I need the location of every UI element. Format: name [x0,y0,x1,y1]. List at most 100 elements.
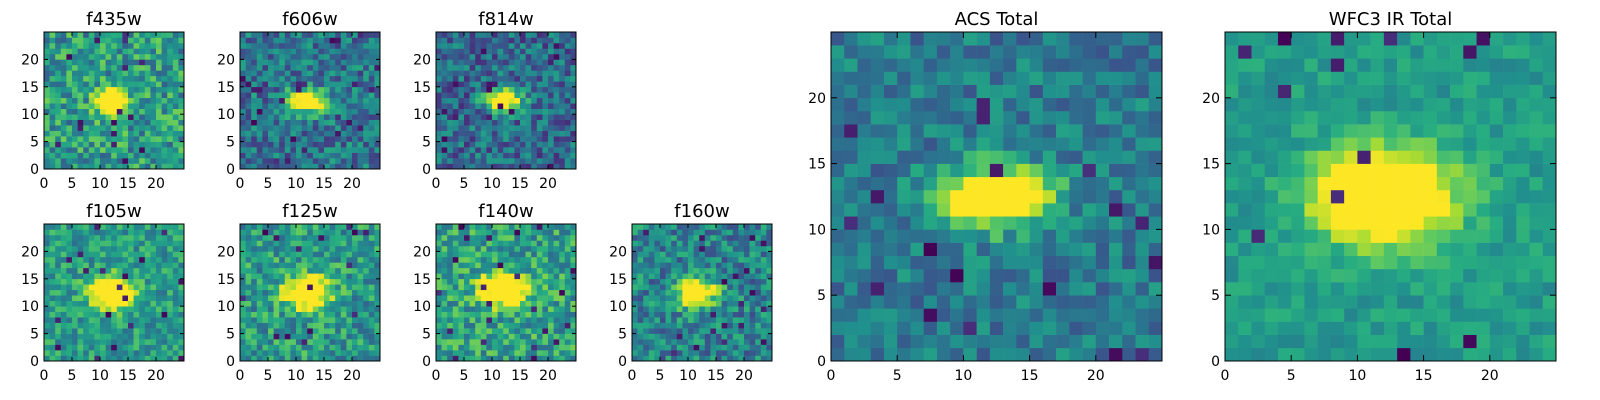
heatmap-cell [564,125,571,131]
heatmap-cell [150,224,157,230]
heatmap-cell [284,108,291,115]
heatmap-cell [699,295,706,302]
x-tick-label: 20 [539,176,557,192]
heatmap-cell [1148,203,1163,217]
heatmap-cell [279,152,286,159]
heatmap-cell [525,114,532,120]
heatmap-cell [486,344,493,351]
y-tick-label: 10 [413,299,431,315]
heatmap-cell [150,97,157,104]
heatmap-cell [296,240,302,247]
heatmap-cell [150,163,157,170]
heatmap-cell [452,278,459,285]
heatmap-cell [508,278,515,285]
heatmap-cell [256,350,263,356]
heatmap-cell [963,229,977,243]
heatmap-cell [637,224,644,230]
heatmap-cell [72,322,78,329]
heatmap-cell [570,224,577,230]
heatmap-cell [1029,216,1044,230]
heatmap-cell [44,86,50,93]
f814w-frame [435,31,577,170]
heatmap-cell [570,42,577,49]
heatmap-cell [570,234,577,241]
heatmap-cell [660,267,666,274]
heatmap-cell [251,344,258,351]
heatmap-cell [374,355,381,362]
heatmap-cell [497,328,504,334]
heatmap-cell [520,136,526,142]
heatmap-cell [693,295,700,302]
heatmap-cell [716,344,722,351]
heatmap-cell [83,273,90,280]
heatmap-cell [732,267,739,274]
heatmap-cell [111,322,118,329]
heatmap-cell [749,262,756,269]
heatmap-cell [710,245,717,252]
heatmap-cell [1003,295,1017,309]
heatmap-cell [357,97,364,104]
heatmap-cell [910,334,924,349]
heatmap-cell [447,355,454,362]
heatmap-cell [307,322,314,329]
heatmap-cell [156,53,162,60]
heatmap-cell [273,147,280,153]
heatmap-cell [553,130,560,137]
heatmap-cell [1148,321,1163,335]
heatmap-cell [844,282,858,296]
heatmap-cell [648,306,655,312]
heatmap-cell [469,300,476,307]
heatmap-cell [284,256,291,263]
heatmap-cell [83,256,90,263]
heatmap-cell [279,70,286,77]
heatmap-cell [665,251,672,258]
heatmap-cell [704,229,711,236]
heatmap-cell [632,289,638,296]
heatmap-cell [88,240,95,247]
heatmap-cell [542,147,549,153]
heatmap-cell [150,344,157,351]
heatmap-cell [83,92,90,99]
heatmap-cell [548,37,554,44]
heatmap-cell [296,256,302,263]
heatmap-cell [699,328,706,334]
heatmap-cell [564,245,571,252]
heatmap-cell [301,70,308,77]
heatmap-cell [105,355,112,362]
heatmap-cell [357,295,364,302]
heatmap-cell [312,108,319,115]
x-tick-label: 15 [511,176,529,192]
heatmap-cell [307,103,314,110]
heatmap-cell [94,234,101,241]
heatmap-cell [475,284,482,291]
heatmap-cell [374,70,381,77]
heatmap-cell [335,355,342,362]
heatmap-cell [564,48,571,55]
heatmap-cell [60,163,67,170]
heatmap-cell [161,245,168,252]
heatmap-cell [335,136,342,142]
heatmap-cell [94,344,101,351]
heatmap-cell [307,333,314,340]
heatmap-cell [55,32,62,38]
heatmap-cell [346,103,353,110]
heatmap-cell [296,267,302,274]
heatmap-cell [301,251,308,258]
heatmap-cell [318,328,325,334]
heatmap-cell [654,333,661,340]
heatmap-cell [542,251,549,258]
heatmap-cell [766,289,773,296]
heatmap-cell [111,295,118,302]
heatmap-cell [682,339,689,345]
heatmap-cell [318,278,325,285]
heatmap-cell [458,289,465,296]
heatmap-cell [570,108,577,115]
heatmap-cell [346,251,353,258]
heatmap-cell [531,152,538,159]
heatmap-cell [514,114,521,120]
heatmap-cell [312,92,319,99]
heatmap-cell [492,125,498,131]
heatmap-cell [335,81,342,88]
heatmap-cell [161,306,168,312]
heatmap-cell [458,344,465,351]
